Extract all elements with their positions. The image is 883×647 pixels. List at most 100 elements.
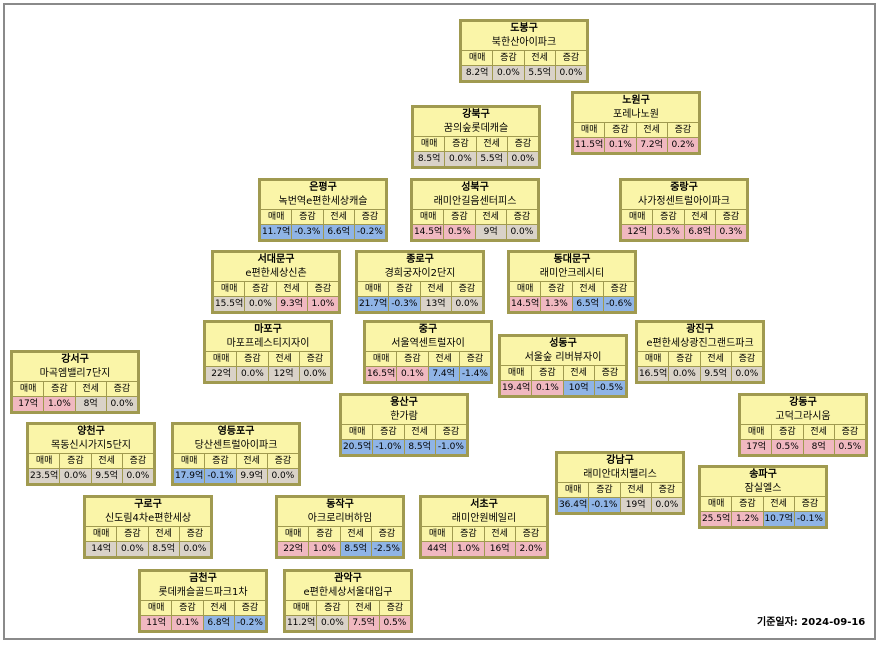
- jeonse-price: 13억: [420, 297, 452, 311]
- column-header: 전세: [421, 282, 452, 296]
- district-card: 성동구 서울숲 리버뷰자이 매매 증감 전세 증감 19.4억 0.1% 10억 -0.5%: [498, 334, 628, 398]
- column-header: 증감: [44, 382, 76, 396]
- sale-change: 0.0%: [245, 297, 277, 311]
- column-header: 매매: [422, 527, 454, 541]
- column-header: 증감: [669, 352, 701, 366]
- column-header: 증감: [378, 529, 396, 539]
- column-header: 매매: [214, 282, 246, 296]
- column-header: 증감: [186, 529, 204, 539]
- column-header: 증감: [466, 354, 484, 364]
- column-header: 전세: [341, 527, 372, 541]
- map-frame: [3, 3, 876, 640]
- column-header: 전세: [685, 210, 716, 224]
- column-header: 매매: [413, 210, 445, 224]
- column-header: 전세: [476, 210, 507, 224]
- district-card: 송파구 잠실엘스 매매 증감 전세 증감 25.5억 1.2% 10.7억 -0.1%: [698, 465, 828, 529]
- column-header: 증감: [772, 425, 804, 439]
- jeonse-change: 2.0%: [515, 542, 546, 556]
- jeonse-price: 7.2억: [636, 138, 668, 152]
- sale-change: 0.1%: [172, 616, 204, 630]
- jeonse-price: 9.9억: [236, 469, 268, 483]
- jeonse-price: 7.5억: [348, 616, 380, 630]
- column-header: 매매: [13, 382, 45, 396]
- district-card: 중랑구 사가정센트럴아이파크 매매 증감 전세 증감 12억 0.5% 6.8억 0.3%: [619, 178, 749, 242]
- jeonse-price: 16억: [484, 542, 516, 556]
- sale-price: 14억: [86, 542, 118, 556]
- column-header: 매매: [278, 527, 310, 541]
- district-name: 노원구: [622, 95, 650, 106]
- sale-change: 0.0%: [60, 469, 92, 483]
- column-header: 전세: [804, 425, 835, 439]
- district-card: 강동구 고덕그라시움 매매 증감 전세 증감 17억 0.5% 8억 0.5%: [738, 393, 868, 457]
- sale-price: 16.5억: [638, 367, 670, 381]
- apartment-name: 포레나노원: [574, 108, 698, 123]
- sale-price: 11.7억: [261, 225, 293, 239]
- column-header: 매매: [462, 51, 494, 65]
- sale-price: 11억: [141, 616, 173, 630]
- column-header: 증감: [314, 284, 332, 294]
- column-header: 매매: [366, 352, 398, 366]
- column-header: 증감: [292, 210, 324, 224]
- column-header: 증감: [514, 139, 532, 149]
- column-header: 매매: [206, 352, 238, 366]
- column-header: 매매: [261, 210, 293, 224]
- district-card: 금천구 롯데캐슬골드파크1차 매매 증감 전세 증감 11억 0.1% 6.8억 -0.2%: [138, 569, 268, 633]
- jeonse-change: 0.0%: [506, 225, 537, 239]
- district-name: 금천구: [189, 573, 217, 584]
- district-name: 성북구: [461, 182, 489, 193]
- jeonse-change: 0.0%: [267, 469, 298, 483]
- sale-change: 1.0%: [309, 542, 341, 556]
- baseline-value: 2024-09-16: [801, 617, 866, 628]
- column-header: 증감: [237, 352, 269, 366]
- sale-price: 23.5억: [29, 469, 61, 483]
- column-header: 증감: [172, 601, 204, 615]
- jeonse-price: 10.7억: [763, 512, 795, 526]
- column-header: 전세: [76, 382, 107, 396]
- column-header: 전세: [564, 366, 595, 380]
- apartment-name: e편한세상서울대입구: [286, 586, 410, 601]
- jeonse-change: 0.0%: [731, 367, 762, 381]
- district-card: 마포구 마포프레스티지자이 매매 증감 전세 증감 22억 0.0% 12억 0.0%: [203, 320, 333, 384]
- column-header: 증감: [605, 123, 637, 137]
- sale-price: 16.5억: [366, 367, 398, 381]
- jeonse-change: -0.1%: [794, 512, 825, 526]
- apartment-name: 경희궁자이2단지: [358, 267, 482, 282]
- column-header: 증감: [532, 366, 564, 380]
- jeonse-change: -2.5%: [371, 542, 402, 556]
- apartment-name: e편한세상광진그랜드파크: [638, 337, 762, 352]
- apartment-name: 래미안대치팰리스: [558, 468, 682, 483]
- jeonse-change: -0.5%: [594, 381, 625, 395]
- district-name: 마포구: [254, 324, 282, 335]
- district-name: 중랑구: [670, 182, 698, 193]
- column-header: 증감: [541, 282, 573, 296]
- jeonse-change: 0.5%: [834, 440, 865, 454]
- column-header: 전세: [485, 527, 516, 541]
- column-header: 증감: [722, 212, 740, 222]
- column-header: 증감: [445, 137, 477, 151]
- column-header: 전세: [621, 483, 652, 497]
- column-header: 증감: [458, 284, 476, 294]
- column-header: 매매: [86, 527, 118, 541]
- sale-price: 14.5억: [413, 225, 445, 239]
- column-header: 증감: [562, 53, 580, 63]
- district-card: 동작구 아크로리버하임 매매 증감 전세 증감 22억 1.0% 8.5억 -2.5%: [275, 495, 405, 559]
- jeonse-change: 0.0%: [179, 542, 210, 556]
- district-card: 서대문구 e편한세상신촌 매매 증감 전세 증감 15.5억 0.0% 9.3억 1.0%: [211, 250, 341, 314]
- jeonse-change: 0.2%: [667, 138, 698, 152]
- column-header: 증감: [113, 384, 131, 394]
- sale-change: 1.0%: [453, 542, 485, 556]
- apartment-name: 고덕그라시움: [741, 410, 865, 425]
- district-card: 중구 서울역센트럴자이 매매 증감 전세 증감 16.5억 0.1% 7.4억 -1.4%: [363, 320, 493, 384]
- column-header: 매매: [358, 282, 390, 296]
- district-card: 강북구 꿈의숲롯데캐슬 매매 증감 전세 증감 8.5억 0.0% 5.5억 0.0%: [411, 105, 541, 169]
- column-header: 증감: [205, 454, 237, 468]
- district-name: 동대문구: [553, 254, 591, 265]
- district-name: 영등포구: [217, 426, 255, 437]
- column-header: 매매: [29, 454, 61, 468]
- column-header: 증감: [493, 51, 525, 65]
- jeonse-price: 9.5억: [91, 469, 123, 483]
- apartment-name: 사가정센트럴아이파크: [622, 195, 746, 210]
- column-header: 증감: [601, 368, 619, 378]
- column-header: 매매: [510, 282, 542, 296]
- column-header: 매매: [574, 123, 606, 137]
